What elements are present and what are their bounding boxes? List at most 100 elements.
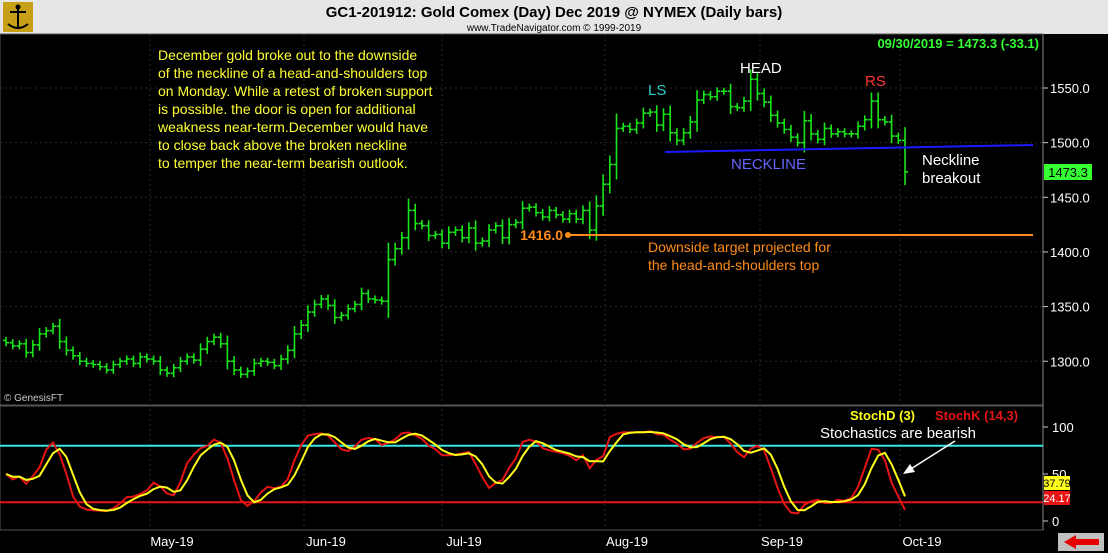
price-bar [432, 230, 439, 240]
price-bar [117, 357, 124, 369]
stoch-arrow-icon [903, 440, 956, 474]
price-bar [224, 335, 231, 370]
price-bar [767, 95, 774, 123]
price-bar [687, 115, 694, 139]
price-bar [700, 90, 707, 104]
stoch-tick-label: 100 [1052, 420, 1074, 435]
price-bar [9, 339, 16, 350]
chart-title: GC1-201912: Gold Comex (Day) Dec 2019 @ … [326, 4, 782, 21]
price-bar [103, 363, 110, 374]
price-bar [573, 209, 580, 224]
price-bar [150, 355, 157, 365]
price-bar [479, 237, 486, 247]
price-bar [640, 107, 647, 129]
price-bar [902, 127, 908, 186]
source-label: © GenesisFT [4, 393, 63, 404]
price-bar [714, 87, 721, 101]
price-bar [834, 128, 841, 138]
price-bar [49, 322, 56, 335]
month-tick-label: Aug-19 [606, 534, 648, 549]
price-bar [351, 300, 358, 313]
price-bar [781, 118, 788, 134]
price-bar [593, 195, 600, 241]
price-bar [861, 115, 868, 131]
price-bar [325, 294, 332, 310]
price-bar [553, 206, 560, 219]
price-bar [190, 353, 197, 364]
price-bar [90, 359, 97, 369]
price-bar [177, 356, 184, 373]
breakout-label: breakout [922, 170, 981, 187]
month-tick-label: Sep-19 [761, 534, 803, 549]
neckline-line [664, 144, 1034, 153]
commentary-line: on Monday. While a retest of broken supp… [158, 83, 433, 99]
price-bar [16, 340, 23, 350]
price-bar [311, 299, 318, 317]
price-bar [855, 121, 862, 139]
price-bar [237, 366, 244, 378]
price-bar [257, 357, 264, 367]
price-bar [244, 367, 251, 378]
price-bar [96, 360, 103, 371]
price-bar [613, 113, 620, 180]
price-bar [821, 122, 828, 146]
price-bar [673, 128, 680, 146]
price-bar [533, 203, 540, 217]
price-bar [586, 201, 593, 240]
target-label: the head-and-shoulders top [648, 257, 819, 273]
price-bar [499, 219, 506, 245]
price-bar [392, 242, 399, 266]
price-bar [647, 108, 654, 117]
price-bar [56, 318, 63, 350]
price-bar [808, 114, 815, 141]
commentary-line: weakness near-term.December would have [157, 119, 428, 135]
price-bar [606, 155, 613, 194]
price-bar [231, 356, 238, 376]
price-bar [465, 222, 472, 244]
target-dot [565, 232, 571, 238]
price-bar [754, 72, 761, 101]
price-bar [848, 130, 855, 138]
stoch-k-badge [1044, 491, 1070, 505]
price-bar [774, 110, 781, 128]
price-bar [787, 124, 794, 142]
last-price-value: 1473.3 [1048, 165, 1088, 180]
breakout-label: Neckline [922, 152, 980, 169]
price-bars [3, 69, 908, 378]
logo-icon [3, 2, 33, 32]
price-bar [385, 242, 392, 319]
price-tick-label: 1300.0 [1050, 354, 1090, 369]
price-bar [761, 88, 768, 108]
price-bar [83, 357, 90, 367]
price-bar [304, 305, 311, 332]
price-bar [526, 203, 533, 212]
last-bar-readout: 09/30/2019 = 1473.3 (-33.1) [877, 36, 1039, 51]
stoch-d-legend: StochD (3) [850, 408, 915, 423]
price-bar [512, 218, 519, 229]
month-tick-label: Jul-19 [446, 534, 481, 549]
commentary-line: to temper the near-term bearish outlook. [158, 155, 408, 171]
price-bar [365, 289, 372, 303]
price-bar [828, 124, 835, 138]
month-tick-label: May-19 [150, 534, 193, 549]
price-bar [358, 287, 365, 311]
price-bar [425, 220, 432, 242]
price-bar [164, 366, 171, 377]
price-bar [3, 336, 9, 347]
scroll-right-button[interactable] [1058, 533, 1104, 551]
price-bar [143, 353, 150, 363]
price-bar [814, 129, 821, 144]
price-bar [331, 299, 338, 324]
price-bar [566, 209, 573, 224]
commentary-line: is possible. the door is open for additi… [158, 101, 416, 117]
last-price-badge [1044, 164, 1092, 180]
price-bar [412, 203, 419, 231]
price-bar [559, 211, 566, 223]
price-tick-label: 1350.0 [1050, 300, 1090, 315]
price-bar [875, 92, 882, 129]
price-bar [667, 105, 674, 142]
price-bar [210, 333, 217, 346]
price-bar [29, 340, 36, 358]
price-bar [345, 304, 352, 320]
